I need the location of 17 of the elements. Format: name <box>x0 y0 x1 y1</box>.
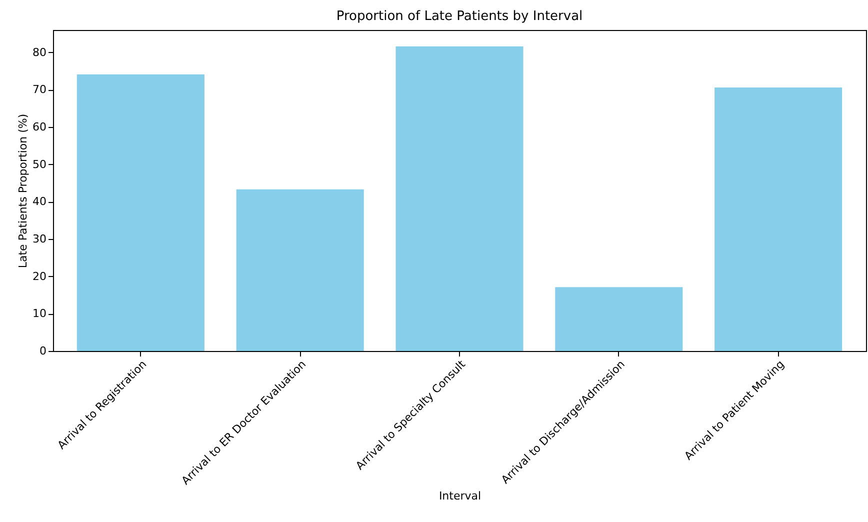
bar <box>76 74 204 351</box>
bar <box>555 287 683 351</box>
y-tick-label: 0 <box>40 344 46 358</box>
y-tick-label: 40 <box>32 195 46 208</box>
chart-title: Proportion of Late Patients by Interval <box>336 9 583 24</box>
y-tick-label: 50 <box>32 158 46 171</box>
y-tick-label: 20 <box>32 270 46 283</box>
bar <box>236 189 364 351</box>
y-tick-label: 60 <box>32 120 46 134</box>
y-tick-label: 10 <box>32 307 46 320</box>
y-tick-label: 80 <box>32 46 46 59</box>
bar <box>714 87 842 351</box>
y-tick-label: 70 <box>32 83 46 96</box>
y-axis-title: Late Patients Proportion (%) <box>16 114 30 268</box>
x-axis-title: Interval <box>438 490 482 503</box>
y-tick-label: 30 <box>32 232 46 246</box>
bar <box>396 46 524 351</box>
